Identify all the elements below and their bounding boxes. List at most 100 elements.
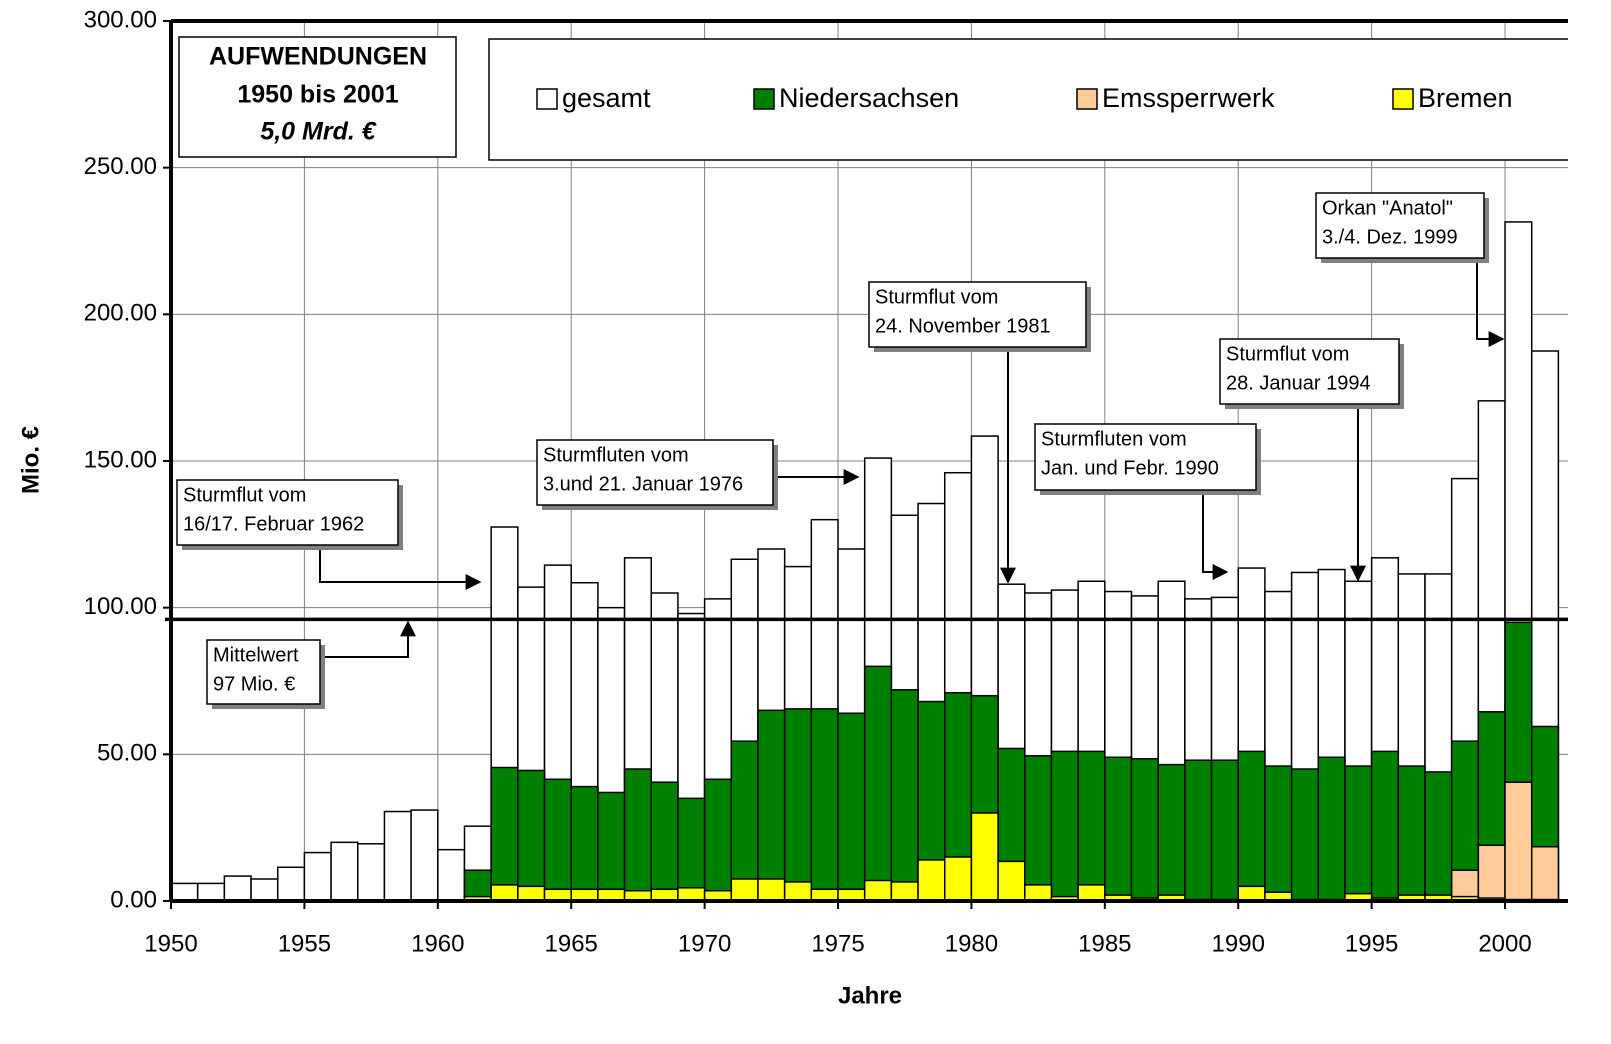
annotation-arrow <box>1476 258 1505 347</box>
bar <box>783 881 813 902</box>
annotation-arrow <box>1202 490 1229 580</box>
bar <box>543 778 572 902</box>
bar <box>650 781 679 902</box>
bar <box>623 768 653 902</box>
bar <box>1397 765 1426 902</box>
annotation-text: Sturmflut vom <box>875 286 998 308</box>
bar <box>410 809 439 902</box>
bar <box>276 866 306 902</box>
bar <box>1370 750 1400 902</box>
legend-label: Emssperrwerk <box>1102 83 1275 113</box>
bar <box>890 689 919 902</box>
bar <box>1237 750 1266 902</box>
bar <box>863 665 893 902</box>
y-axis-title: Mio. € <box>17 426 44 494</box>
x-tick-label: 2000 <box>1478 930 1531 957</box>
x-tick-label: 1980 <box>945 930 998 957</box>
x-tick-label: 1955 <box>278 930 331 957</box>
bar <box>223 875 252 902</box>
bar <box>1264 765 1293 902</box>
bar <box>1237 885 1266 902</box>
annotation-text: 3.und 21. Januar 1976 <box>543 473 743 495</box>
bar <box>1050 750 1079 902</box>
bar <box>170 882 199 902</box>
bar <box>1104 756 1133 902</box>
info-title: AUFWENDUNGEN <box>209 43 427 71</box>
legend-label: Niedersachsen <box>779 83 959 113</box>
bar <box>597 791 626 902</box>
x-tick-label: 1995 <box>1345 930 1398 957</box>
bar <box>1477 844 1506 902</box>
bar <box>1077 750 1106 902</box>
bar <box>490 884 519 902</box>
bar <box>490 766 519 902</box>
x-tick-label: 1970 <box>678 930 731 957</box>
annotation-text: Sturmfluten vom <box>543 444 689 466</box>
annotation-text: Jan. und Febr. 1990 <box>1041 457 1219 479</box>
bar <box>1344 765 1373 902</box>
bar <box>1210 759 1239 902</box>
bar <box>730 740 759 902</box>
legend-swatch <box>536 88 558 110</box>
bar <box>383 810 412 902</box>
x-axis-title: Jahre <box>838 982 902 1009</box>
bar <box>1184 759 1213 902</box>
y-tick-label: 0.00 <box>110 886 157 913</box>
bar <box>330 841 359 902</box>
annotation-text: 97 Mio. € <box>213 673 295 695</box>
bar <box>730 878 759 902</box>
bar <box>1077 884 1106 902</box>
bar <box>250 878 279 902</box>
bar <box>1024 755 1053 902</box>
x-tick-label: 1990 <box>1212 930 1265 957</box>
bar <box>357 843 386 902</box>
annotation-box <box>868 281 1087 348</box>
annotation-text: 3./4. Dez. 1999 <box>1322 226 1458 248</box>
bar <box>1290 768 1320 902</box>
annotation-text: 16/17. Februar 1962 <box>183 513 364 535</box>
bar <box>1130 757 1159 902</box>
annotation-box <box>176 479 399 546</box>
bar <box>890 881 919 902</box>
annotation-box <box>206 639 321 705</box>
legend-swatch <box>1392 88 1414 110</box>
bar <box>757 709 786 902</box>
legend: gesamt Niedersachsen Emssperrwerk Bremen <box>488 38 1568 161</box>
y-tick-label: 200.00 <box>84 300 157 327</box>
annotation-text: 24. November 1981 <box>875 315 1051 337</box>
info-total: 5,0 Mrd. € <box>260 118 376 146</box>
bar <box>837 712 866 902</box>
annotation-text: Sturmflut vom <box>183 484 306 506</box>
y-tick-label: 250.00 <box>84 153 157 180</box>
y-tick-label: 50.00 <box>97 740 157 767</box>
y-tick-label: 150.00 <box>84 446 157 473</box>
legend-label: gesamt <box>562 83 651 113</box>
bar <box>943 856 973 902</box>
bar <box>783 708 813 902</box>
info-box: AUFWENDUNGEN 1950 bis 2001 5,0 Mrd. € <box>178 36 457 158</box>
annotation-text: Sturmfluten vom <box>1041 428 1187 450</box>
annotation-box <box>1219 338 1400 405</box>
x-tick-label: 1960 <box>411 930 464 957</box>
bar <box>517 885 546 902</box>
annotation-arrow <box>319 548 482 590</box>
bar <box>863 879 893 902</box>
y-tick-label: 100.00 <box>84 593 157 620</box>
legend-label: Bremen <box>1418 83 1513 113</box>
annotation-text: Orkan "Anatol" <box>1322 197 1453 219</box>
bar <box>517 769 546 902</box>
x-tick-label: 1975 <box>811 930 864 957</box>
bar <box>677 797 706 902</box>
annotation-box <box>1034 423 1257 491</box>
x-tick-label: 1950 <box>144 930 197 957</box>
bar <box>1157 763 1186 902</box>
x-tick-label: 1985 <box>1078 930 1131 957</box>
bar <box>1024 884 1053 902</box>
bar <box>1530 845 1560 902</box>
annotation-box <box>1315 192 1485 259</box>
bar <box>196 882 226 902</box>
bar <box>303 851 332 902</box>
bar <box>970 812 999 902</box>
legend-swatch <box>753 88 775 110</box>
